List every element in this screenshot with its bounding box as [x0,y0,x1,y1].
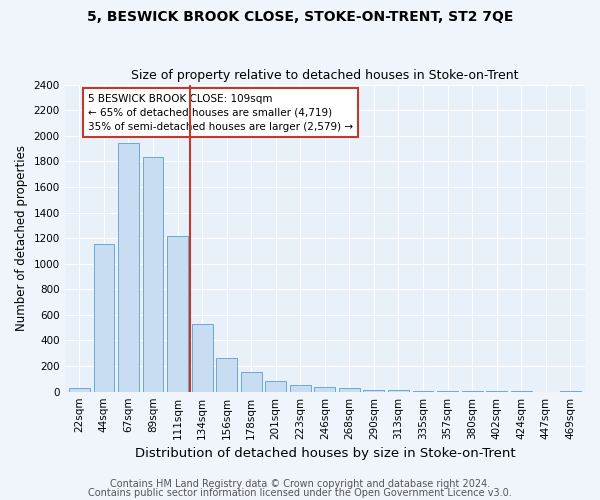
Bar [314,386,335,392]
Bar [94,244,115,392]
Bar [167,236,188,392]
Bar [437,391,458,392]
Bar [265,382,286,392]
Bar [216,358,237,392]
Bar [339,388,360,392]
Text: Contains HM Land Registry data © Crown copyright and database right 2024.: Contains HM Land Registry data © Crown c… [110,479,490,489]
Bar [364,390,385,392]
Text: 5, BESWICK BROOK CLOSE, STOKE-ON-TRENT, ST2 7QE: 5, BESWICK BROOK CLOSE, STOKE-ON-TRENT, … [87,10,513,24]
Bar [191,324,212,392]
Bar [69,388,90,392]
Bar [290,384,311,392]
Bar [143,157,163,392]
Title: Size of property relative to detached houses in Stoke-on-Trent: Size of property relative to detached ho… [131,69,518,82]
Bar [461,391,482,392]
Y-axis label: Number of detached properties: Number of detached properties [15,145,28,331]
Bar [413,390,433,392]
Text: Contains public sector information licensed under the Open Government Licence v3: Contains public sector information licen… [88,488,512,498]
X-axis label: Distribution of detached houses by size in Stoke-on-Trent: Distribution of detached houses by size … [134,447,515,460]
Text: 5 BESWICK BROOK CLOSE: 109sqm
← 65% of detached houses are smaller (4,719)
35% o: 5 BESWICK BROOK CLOSE: 109sqm ← 65% of d… [88,94,353,132]
Bar [118,144,139,392]
Bar [388,390,409,392]
Bar [241,372,262,392]
